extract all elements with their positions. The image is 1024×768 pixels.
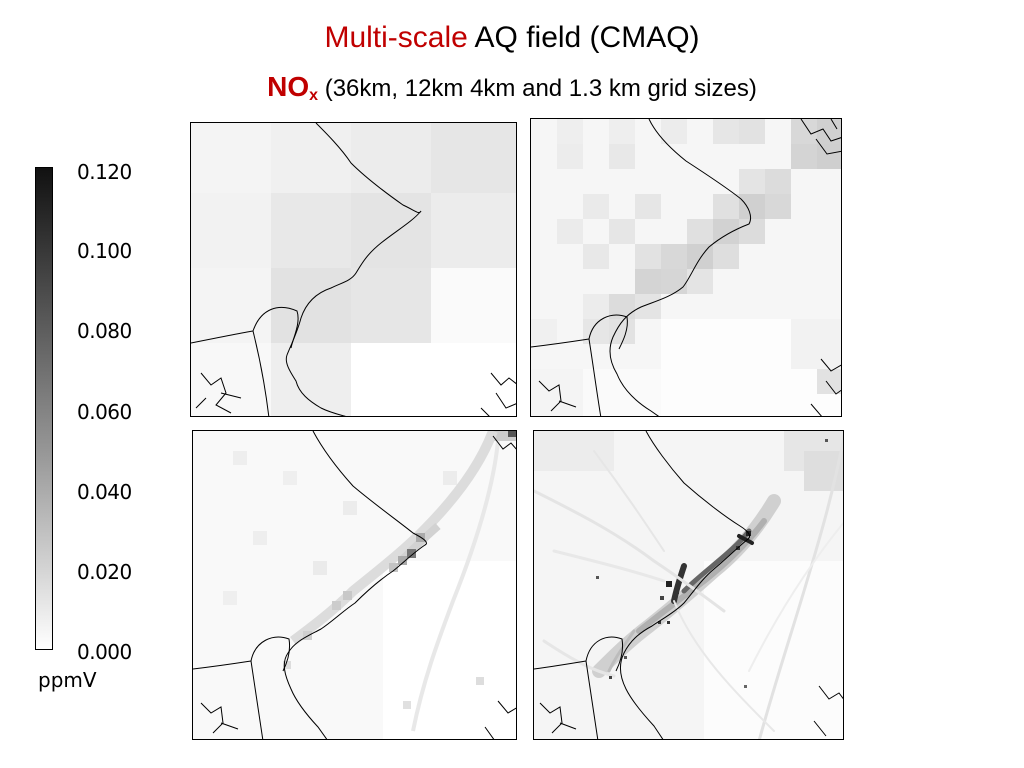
species-subscript: x (309, 87, 319, 104)
colorbar-tick-label: 0.100 (77, 239, 132, 263)
colorbar-unit: ppmV (38, 668, 97, 692)
species-label: NOx (267, 71, 319, 104)
map-panel-1-3km (533, 430, 844, 740)
map-panel-4km (192, 430, 517, 740)
colorbar-tick-label: 0.080 (77, 319, 132, 343)
colorbar-tick-label: 0.120 (77, 160, 132, 184)
map-panel-1-3km-graphic (534, 431, 843, 739)
slide-subtitle: NOx (36km, 12km 4km and 1.3 km grid size… (0, 70, 1024, 113)
colorbar (35, 167, 53, 650)
colorbar-tick-label: 0.040 (77, 480, 132, 504)
colorbar-tick-label: 0.060 (77, 400, 132, 424)
map-panel-36km (190, 122, 517, 417)
map-panel-4km-graphic (193, 431, 516, 739)
slide-title: Multi-scale AQ field (CMAQ) (0, 18, 1024, 58)
species-name: NO (267, 71, 310, 102)
subtitle-rest: (36km, 12km 4km and 1.3 km grid sizes) (318, 75, 757, 102)
title-highlight: Multi-scale (324, 21, 468, 54)
map-panel-12km (530, 118, 842, 417)
map-panel-36km-graphic (191, 123, 516, 416)
map-panel-12km-graphic (531, 119, 841, 416)
colorbar-tick-label: 0.000 (77, 640, 132, 664)
colorbar-tick-label: 0.020 (77, 560, 132, 584)
title-rest: AQ field (CMAQ) (467, 21, 700, 54)
